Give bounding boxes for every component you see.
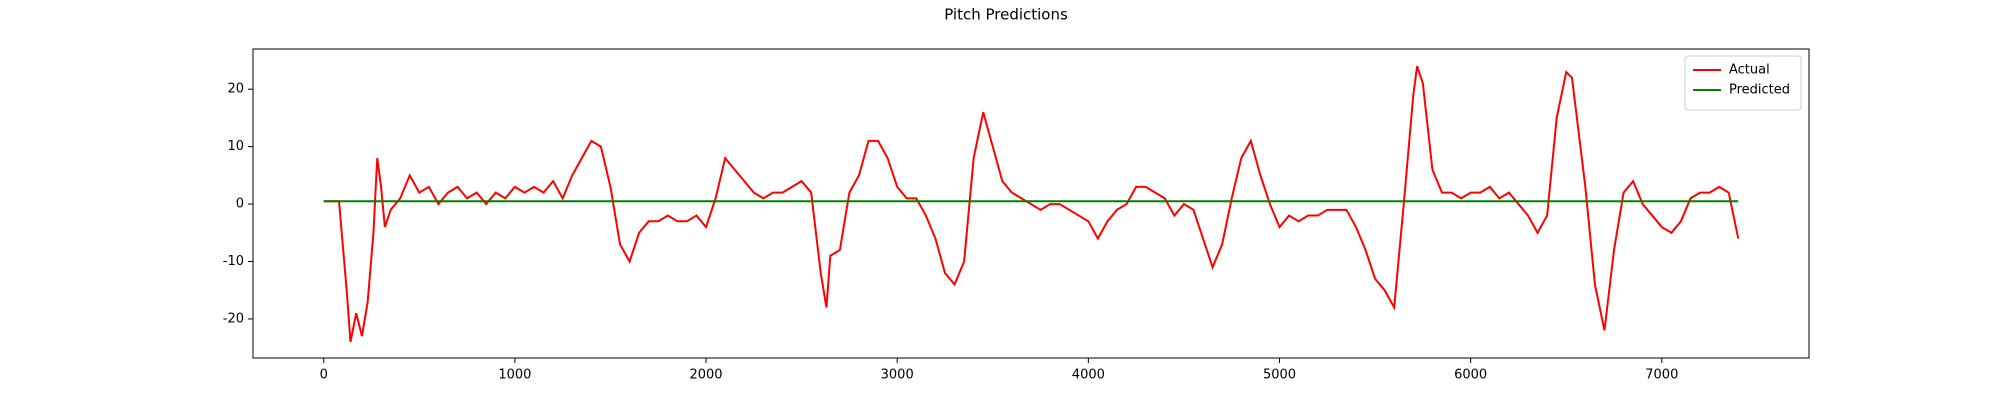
legend-label: Actual <box>1729 63 1770 78</box>
plot-frame <box>252 48 1810 359</box>
y-tick-label: 0 <box>236 197 244 212</box>
x-tick-label: 2000 <box>689 368 722 383</box>
y-tick-label: -20 <box>223 311 244 326</box>
data-line <box>323 65 1740 343</box>
x-tick-label: 5000 <box>1263 368 1296 383</box>
legend-label: Predicted <box>1729 83 1790 98</box>
x-tick-label: 3000 <box>881 368 914 383</box>
x-tick-label: 4000 <box>1072 368 1105 383</box>
x-tick-label: 1000 <box>498 368 531 383</box>
x-tick-label: 7000 <box>1645 368 1678 383</box>
y-tick-label: 20 <box>227 82 244 97</box>
x-tick-label: 0 <box>320 368 328 383</box>
y-tick-label: 10 <box>227 139 244 154</box>
x-tick-label: 6000 <box>1454 368 1487 383</box>
y-tick-label: -10 <box>223 254 244 269</box>
chart-title: Pitch Predictions <box>944 6 1068 24</box>
